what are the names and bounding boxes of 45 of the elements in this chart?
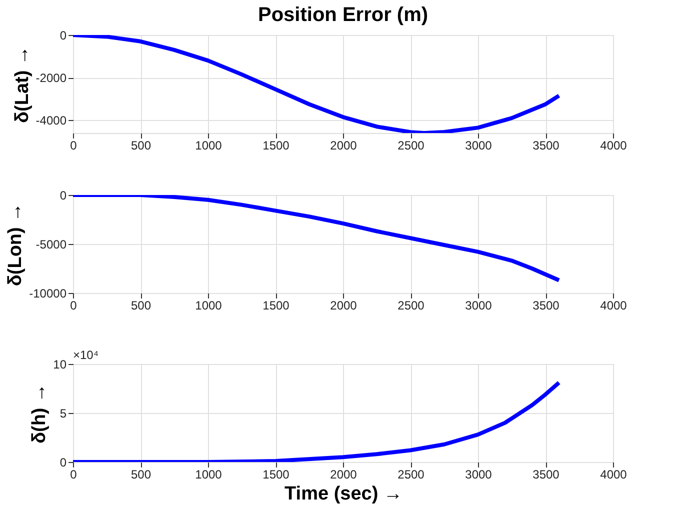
- x-tick-label: 1000: [195, 138, 222, 152]
- x-tick-label: 1000: [195, 468, 222, 482]
- y-tick-label: -10000: [29, 286, 67, 300]
- x-tick-label: 2000: [330, 138, 358, 152]
- text: ×10⁴: [73, 348, 99, 362]
- y-tick-label: 0: [60, 188, 67, 202]
- chart-title: Position Error (m): [258, 4, 428, 26]
- y-axis-title: δ(Lat) →: [12, 46, 33, 123]
- x-tick-label: 500: [130, 468, 152, 482]
- line-series: [73, 195, 561, 282]
- y-axis-title: δ(h) →: [29, 383, 50, 444]
- x-tick-label: 1500: [262, 468, 290, 482]
- x-tick-label: 2500: [398, 468, 425, 482]
- x-axis-title: Time (sec) →: [284, 484, 402, 504]
- x-tick-label: 3000: [465, 298, 492, 312]
- x-tick-label: 0: [70, 298, 78, 312]
- x-tick-label: 1500: [262, 138, 290, 152]
- x-tick-label: 4000: [600, 298, 628, 312]
- x-tick-label: 4000: [600, 468, 628, 482]
- x-tick-label: 2500: [398, 298, 425, 312]
- y-tick-label: 5: [60, 406, 67, 420]
- x-tick-label: 500: [130, 298, 152, 312]
- x-tick-label: 3500: [532, 468, 560, 482]
- y-tick-label: 0: [60, 456, 67, 470]
- y-tick-label: -2000: [36, 71, 67, 86]
- x-tick-label: 0: [70, 138, 78, 152]
- line-series: [73, 35, 561, 133]
- x-tick-label: 4000: [600, 138, 628, 152]
- y-tick-label: -5000: [36, 238, 67, 252]
- y-axis-title: δ(Lon) →: [5, 202, 26, 286]
- line-series: [73, 380, 561, 462]
- x-tick-label: 2000: [330, 468, 358, 482]
- x-tick-label: 2500: [398, 138, 425, 152]
- y-tick-label: 10: [53, 358, 67, 372]
- x-tick-label: 500: [130, 138, 152, 152]
- y-tick-label: 0: [60, 28, 67, 42]
- x-tick-label: 0: [70, 468, 78, 482]
- x-tick-label: 1500: [262, 298, 290, 312]
- x-tick-label: 2000: [330, 298, 358, 312]
- x-tick-label: 3000: [465, 138, 492, 152]
- y-tick-label: -4000: [36, 114, 67, 128]
- x-tick-label: 3500: [532, 138, 560, 152]
- x-tick-label: 3500: [532, 298, 560, 312]
- x-tick-label: 1000: [195, 298, 222, 312]
- x-tick-label: 3000: [465, 468, 492, 482]
